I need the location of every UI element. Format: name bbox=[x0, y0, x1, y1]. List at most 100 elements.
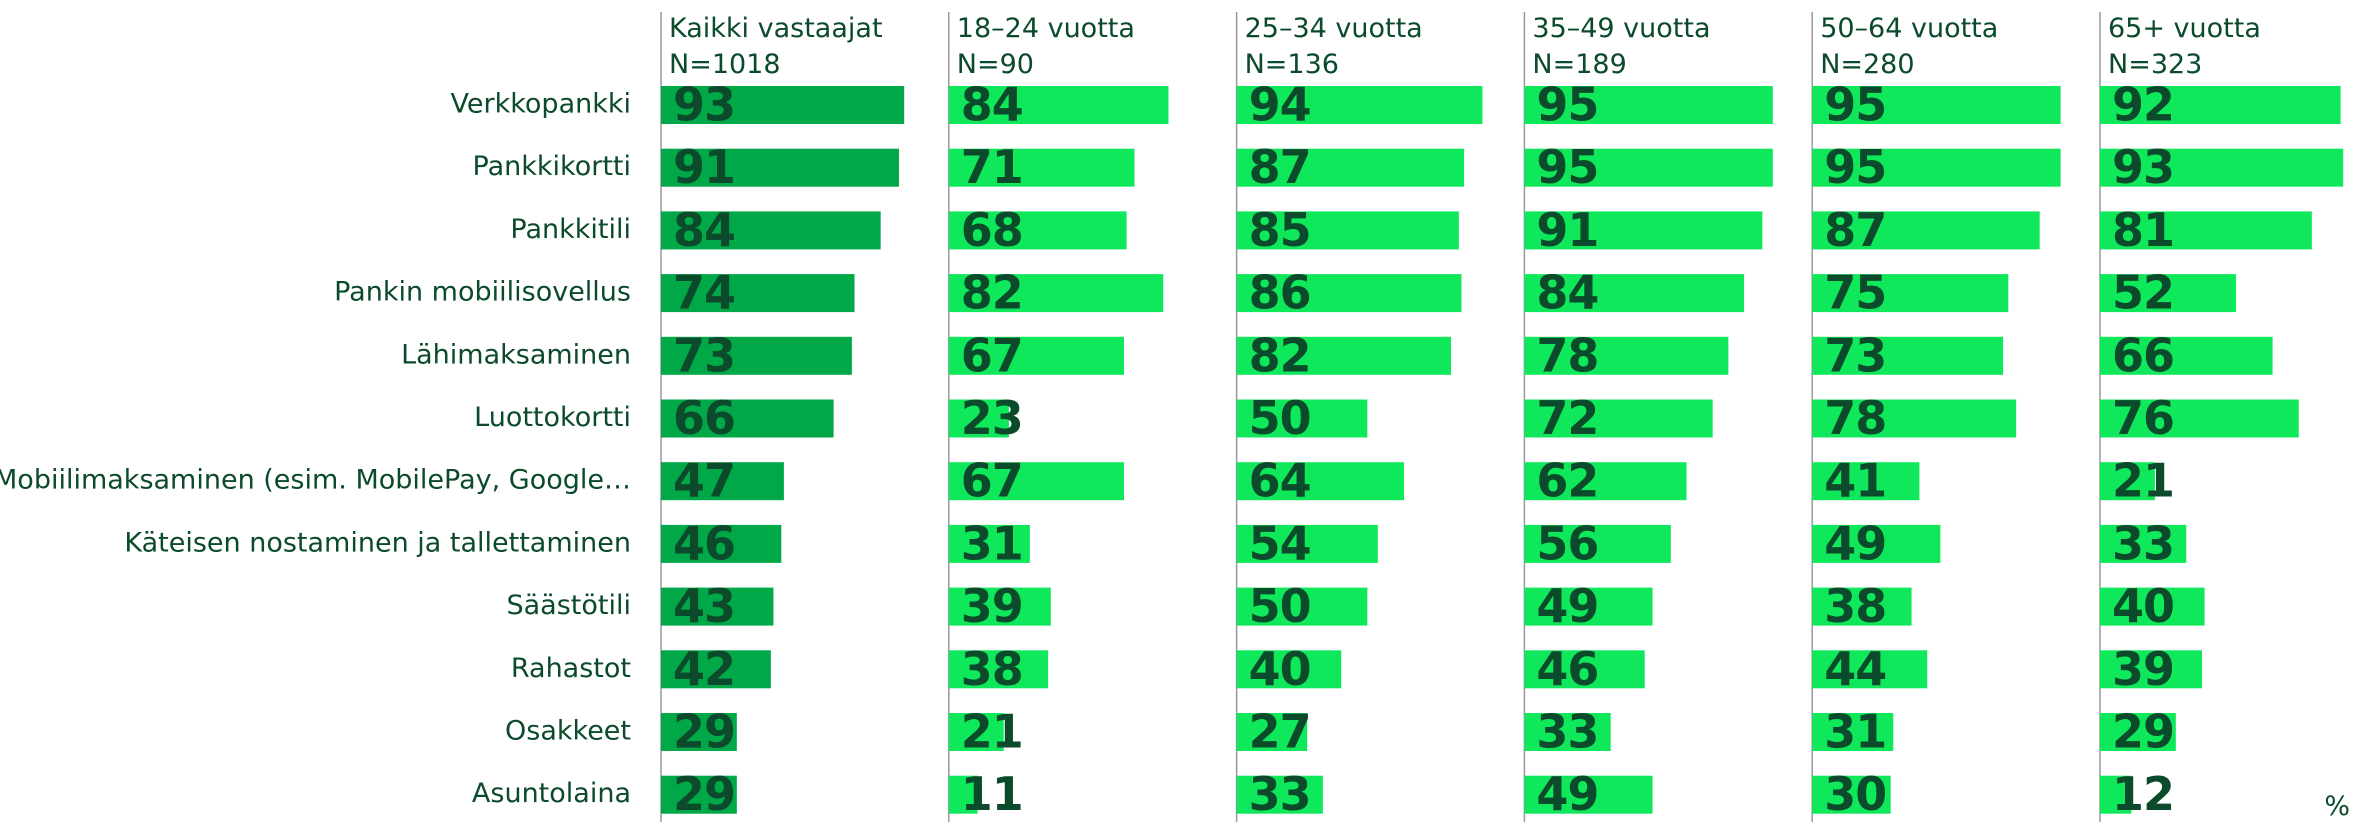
bar bbox=[661, 650, 771, 689]
bar bbox=[1812, 713, 1894, 751]
value-label: 33 bbox=[1249, 767, 1311, 821]
value-label: 95 bbox=[1824, 78, 1886, 132]
value-label: 73 bbox=[1824, 328, 1886, 382]
bar bbox=[1812, 86, 2061, 124]
value-label: 91 bbox=[1536, 203, 1598, 257]
value-label: 38 bbox=[1824, 579, 1886, 633]
bar bbox=[948, 148, 1135, 187]
bar bbox=[1812, 524, 1941, 563]
panel-title: 18–24 vuotta bbox=[957, 13, 1135, 44]
value-label: 29 bbox=[673, 767, 735, 821]
panel-title: 65+ vuotta bbox=[2108, 13, 2261, 44]
value-label: 54 bbox=[1249, 516, 1311, 570]
category-label: Käteisen nostaminen ja tallettaminen bbox=[124, 527, 631, 558]
value-label: 93 bbox=[2112, 140, 2174, 194]
value-label: 87 bbox=[1824, 203, 1886, 257]
bar bbox=[1812, 587, 1912, 626]
value-label: 31 bbox=[1824, 705, 1886, 759]
bar bbox=[661, 211, 881, 250]
bar bbox=[1236, 775, 1323, 814]
bar bbox=[948, 274, 1164, 313]
value-label: 84 bbox=[673, 203, 735, 257]
value-label: 78 bbox=[1824, 391, 1886, 445]
bar bbox=[661, 399, 834, 438]
value-label: 43 bbox=[673, 579, 735, 633]
value-label: 50 bbox=[1249, 391, 1311, 445]
bar bbox=[1236, 399, 1368, 438]
bar bbox=[2100, 713, 2176, 751]
value-label: 39 bbox=[961, 579, 1023, 633]
category-label: Pankkitili bbox=[510, 214, 631, 245]
panel-subtitle: N=136 bbox=[1245, 49, 1339, 80]
value-label: 49 bbox=[1536, 579, 1598, 633]
bar bbox=[1524, 274, 1745, 313]
category-label: Asuntolaina bbox=[472, 778, 631, 809]
value-label: 62 bbox=[1536, 454, 1598, 508]
value-label: 40 bbox=[2112, 579, 2174, 633]
bar bbox=[661, 86, 905, 124]
value-label: 71 bbox=[961, 140, 1023, 194]
bar bbox=[1236, 524, 1378, 563]
value-label: 31 bbox=[961, 516, 1023, 570]
bar bbox=[948, 399, 1009, 438]
value-label: 41 bbox=[1824, 454, 1886, 508]
bar bbox=[1524, 524, 1671, 563]
value-label: 95 bbox=[1824, 140, 1886, 194]
value-label: 29 bbox=[2112, 705, 2174, 759]
panel-title: 50–64 vuotta bbox=[1820, 13, 1998, 44]
bar bbox=[1524, 775, 1653, 814]
panel-title: 25–34 vuotta bbox=[1245, 13, 1423, 44]
category-label: Lähimaksaminen bbox=[401, 339, 631, 370]
bar bbox=[1524, 211, 1763, 250]
bar bbox=[948, 524, 1030, 563]
value-label: 94 bbox=[1249, 78, 1311, 132]
value-label: 84 bbox=[961, 78, 1023, 132]
bar bbox=[1524, 713, 1611, 751]
bar bbox=[1524, 650, 1645, 689]
value-label: 82 bbox=[1249, 328, 1311, 382]
bar bbox=[2100, 336, 2273, 375]
bar bbox=[1236, 462, 1404, 501]
value-label: 76 bbox=[2112, 391, 2174, 445]
value-label: 33 bbox=[1536, 705, 1598, 759]
bar bbox=[661, 713, 737, 751]
bar bbox=[948, 650, 1049, 689]
bar bbox=[1812, 211, 2040, 250]
value-label: 44 bbox=[1824, 642, 1886, 696]
panel-title: 35–49 vuotta bbox=[1532, 13, 1710, 44]
value-label: 91 bbox=[673, 140, 735, 194]
bar bbox=[2100, 650, 2202, 689]
panel-subtitle: N=323 bbox=[2108, 49, 2202, 80]
bar bbox=[661, 462, 784, 501]
bar bbox=[1236, 274, 1462, 313]
value-label: 40 bbox=[1249, 642, 1311, 696]
value-label: 27 bbox=[1249, 705, 1311, 759]
bar bbox=[661, 524, 782, 563]
bar bbox=[661, 148, 899, 187]
bar bbox=[1524, 587, 1653, 626]
panel-title: Kaikki vastaajat bbox=[669, 13, 883, 44]
value-label: 52 bbox=[2112, 266, 2174, 320]
bar bbox=[948, 86, 1169, 124]
value-label: 39 bbox=[2112, 642, 2174, 696]
category-label: Säästötili bbox=[507, 590, 632, 621]
bar bbox=[2100, 86, 2341, 124]
bar bbox=[2100, 274, 2236, 313]
bar bbox=[948, 775, 978, 814]
bar bbox=[1812, 650, 1928, 689]
value-label: 66 bbox=[2112, 328, 2174, 382]
bar bbox=[1812, 775, 1891, 814]
bar bbox=[1236, 148, 1465, 187]
bar bbox=[1524, 336, 1729, 375]
value-label: 46 bbox=[673, 516, 735, 570]
value-label: 67 bbox=[961, 328, 1023, 382]
category-label: Pankkikortti bbox=[473, 151, 631, 182]
bar bbox=[1236, 587, 1368, 626]
value-label: 85 bbox=[1249, 203, 1311, 257]
value-label: 56 bbox=[1536, 516, 1598, 570]
bar bbox=[2100, 587, 2205, 626]
bar bbox=[1524, 399, 1713, 438]
value-label: 38 bbox=[961, 642, 1023, 696]
bar bbox=[2100, 524, 2187, 563]
